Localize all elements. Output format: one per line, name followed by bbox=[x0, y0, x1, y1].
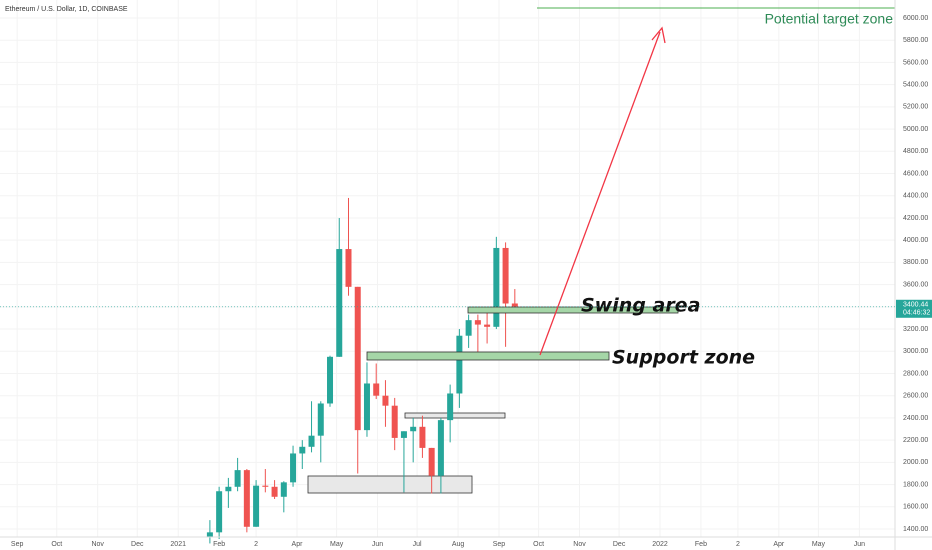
candle-body bbox=[206, 532, 213, 537]
candle-body bbox=[502, 247, 509, 304]
x-tick-label: Dec bbox=[613, 541, 626, 548]
x-tick-label: May bbox=[330, 541, 344, 548]
candle-body bbox=[253, 485, 260, 527]
y-tick-label: 4200.00 bbox=[903, 215, 928, 222]
candle-body bbox=[437, 420, 444, 476]
y-tick-label: 5400.00 bbox=[903, 81, 928, 88]
candle-body bbox=[493, 247, 500, 327]
y-tick-label: 5200.00 bbox=[903, 104, 928, 111]
y-tick-label: 5600.00 bbox=[903, 59, 928, 66]
candle-body bbox=[327, 356, 334, 404]
x-tick-label: Jun bbox=[854, 541, 865, 548]
y-tick-label: 4000.00 bbox=[903, 237, 928, 244]
x-tick-label: Oct bbox=[533, 541, 544, 548]
candle-body bbox=[410, 426, 417, 432]
y-tick-label: 3200.00 bbox=[903, 326, 928, 333]
x-tick-label: Feb bbox=[213, 541, 225, 548]
x-tick-label: Nov bbox=[573, 541, 586, 548]
x-tick-label: Jul bbox=[413, 541, 422, 548]
candle-body bbox=[465, 320, 472, 336]
annotation: Support zone bbox=[612, 347, 755, 369]
x-tick-label: Jun bbox=[372, 541, 383, 548]
x-tick-label: 2 bbox=[254, 541, 258, 548]
candle-body bbox=[299, 446, 306, 454]
y-tick-label: 5800.00 bbox=[903, 37, 928, 44]
candle-body bbox=[419, 426, 426, 448]
candle-body bbox=[354, 286, 361, 431]
candles bbox=[206, 197, 518, 544]
y-tick-label: 4800.00 bbox=[903, 148, 928, 155]
axes: 1400.00 1600.00 1800.00 2000.00 2200.00 2400.… bbox=[0, 15, 932, 548]
annotation: Potential target zone bbox=[765, 11, 894, 27]
x-tick-label: Sep bbox=[493, 541, 506, 548]
countdown: 04:46:32 bbox=[903, 310, 930, 317]
candle-body bbox=[336, 249, 343, 357]
x-tick-label: May bbox=[812, 541, 826, 548]
x-tick-label: 2021 bbox=[170, 541, 186, 548]
arrow-head bbox=[651, 26, 666, 44]
candle-body bbox=[225, 486, 232, 492]
candle-body bbox=[382, 395, 389, 406]
x-tick-label: Apr bbox=[292, 541, 304, 548]
candle-body bbox=[317, 403, 324, 436]
candle-body bbox=[363, 383, 370, 431]
support-box bbox=[366, 351, 610, 361]
x-tick-label: Dec bbox=[131, 541, 144, 548]
candle-body bbox=[345, 249, 352, 287]
x-tick-label: Oct bbox=[51, 541, 62, 548]
last-price-label: 3400.44 bbox=[903, 302, 928, 309]
candle-body bbox=[400, 431, 407, 438]
arrow bbox=[539, 31, 661, 356]
candle-body bbox=[447, 393, 454, 421]
candle-body bbox=[484, 324, 491, 327]
candle-body bbox=[234, 470, 241, 487]
y-tick-label: 2200.00 bbox=[903, 437, 928, 444]
candle-body bbox=[280, 482, 287, 497]
last-price-box bbox=[896, 299, 932, 318]
annotation: Swing area bbox=[581, 295, 700, 317]
x-tick-label: Aug bbox=[452, 541, 465, 548]
candle-body bbox=[243, 470, 250, 527]
candle-body bbox=[308, 435, 315, 447]
x-tick-label: Nov bbox=[91, 541, 104, 548]
candle-body bbox=[262, 485, 269, 487]
y-tick-label: 4400.00 bbox=[903, 193, 928, 200]
x-tick-label: 2 bbox=[736, 541, 740, 548]
candle-body bbox=[271, 486, 278, 497]
range-box bbox=[404, 412, 506, 419]
grid bbox=[0, 0, 895, 537]
y-tick-label: 2000.00 bbox=[903, 459, 928, 466]
candle-body bbox=[290, 453, 297, 483]
candle-body bbox=[474, 320, 481, 325]
y-tick-label: 1800.00 bbox=[903, 481, 928, 488]
y-tick-label: 1600.00 bbox=[903, 504, 928, 511]
x-tick-label: 2022 bbox=[652, 541, 668, 548]
y-tick-label: 3800.00 bbox=[903, 259, 928, 266]
x-tick-label: Apr bbox=[773, 541, 785, 548]
y-tick-label: 2600.00 bbox=[903, 393, 928, 400]
chart-title: Ethereum / U.S. Dollar, 1D, COINBASE bbox=[5, 6, 128, 13]
candle-body bbox=[373, 383, 380, 396]
y-tick-label: 4600.00 bbox=[903, 170, 928, 177]
y-tick-label: 5000.00 bbox=[903, 126, 928, 133]
y-tick-label: 6000.00 bbox=[903, 15, 928, 22]
candle-body bbox=[456, 335, 463, 394]
candle-body bbox=[511, 303, 518, 307]
y-tick-label: 2800.00 bbox=[903, 370, 928, 377]
y-tick-label: 1400.00 bbox=[903, 526, 928, 533]
candle-body bbox=[391, 405, 398, 438]
x-tick-label: Sep bbox=[11, 541, 24, 548]
candle-body bbox=[428, 447, 435, 476]
y-tick-label: 2400.00 bbox=[903, 415, 928, 422]
x-tick-label: Feb bbox=[695, 541, 707, 548]
range-box bbox=[307, 475, 473, 494]
candle-body bbox=[216, 491, 223, 533]
y-tick-label: 3000.00 bbox=[903, 348, 928, 355]
y-tick-label: 3600.00 bbox=[903, 281, 928, 288]
